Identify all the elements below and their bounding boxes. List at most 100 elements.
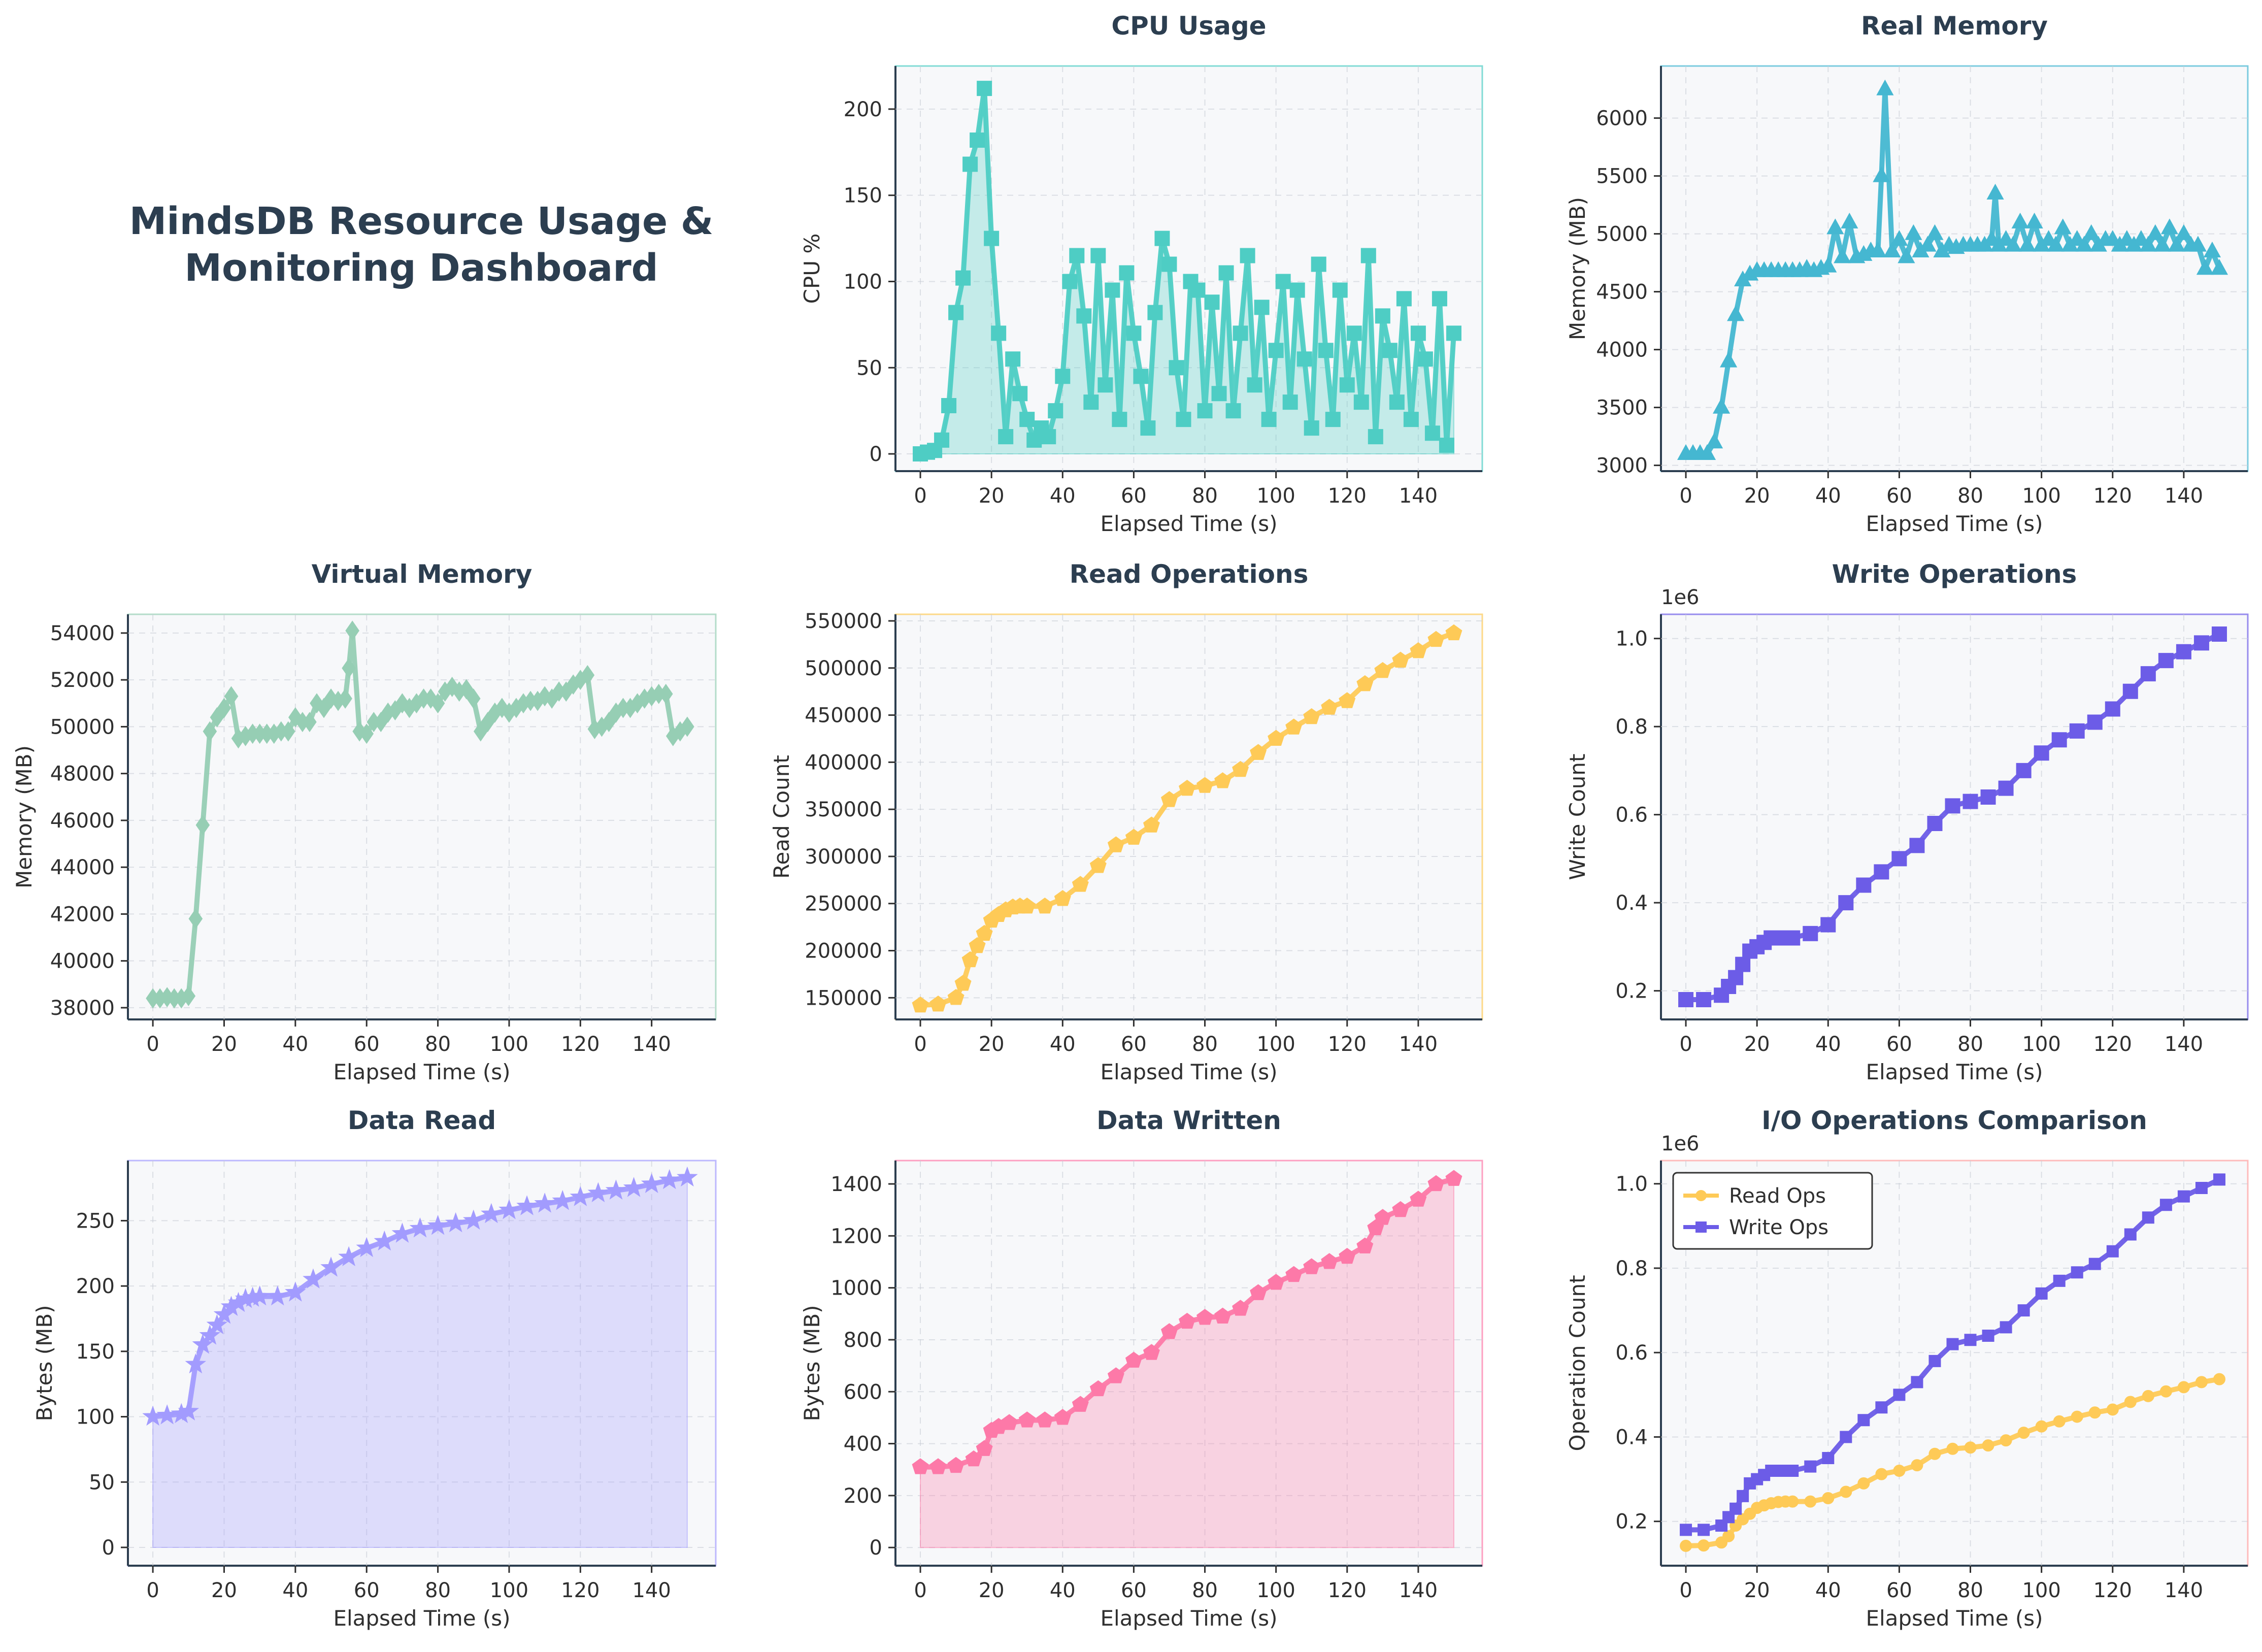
x-tick-label: 120 — [1328, 1579, 1367, 1602]
plot-area — [127, 613, 717, 1020]
x-tick-label: 100 — [1256, 484, 1295, 508]
x-tick-label: 100 — [1256, 1033, 1295, 1056]
data-point — [459, 679, 474, 700]
data-point — [1311, 256, 1326, 272]
data-point — [1427, 631, 1445, 647]
x-tick-label: 60 — [1886, 1033, 1912, 1056]
y-tick-label: 200000 — [805, 940, 882, 963]
x-tick-label: 80 — [1957, 484, 1983, 508]
x-tick-label: 140 — [632, 1033, 671, 1056]
chart-title: Virtual Memory — [312, 559, 533, 589]
data-point — [2175, 224, 2192, 240]
data-point — [1190, 282, 1206, 298]
data-point — [1254, 300, 1270, 315]
dashboard-title: MindsDB Resource Usage & Monitoring Dash… — [71, 198, 772, 291]
data-point — [1875, 1401, 1888, 1414]
y-tick-label: 100 — [76, 1406, 115, 1429]
x-tick-label: 80 — [1192, 1033, 1218, 1056]
x-tick-label: 20 — [1744, 484, 1770, 508]
y-axis-label: Operation Count — [1565, 1275, 1590, 1451]
data-point — [317, 698, 331, 718]
data-point — [1729, 1502, 1742, 1515]
data-point — [213, 1303, 235, 1324]
data-point — [1179, 779, 1195, 796]
dashboard-title-line1: MindsDB Resource Usage & — [129, 200, 714, 243]
series-line — [919, 86, 1456, 456]
y-tick-label: 1.0 — [1615, 1173, 1648, 1196]
grid — [128, 614, 716, 1019]
x-tick-label: 140 — [2165, 1579, 2203, 1602]
data-point — [2195, 1182, 2208, 1195]
y-tick-label: 4500 — [1596, 281, 1648, 304]
data-point — [1303, 1258, 1320, 1274]
chart-virtmem: 0 20 40 60 80 100 120 140 38000 40000 42000 44000 46… — [12, 559, 717, 1084]
data-point — [1928, 1447, 1941, 1460]
series-writeops — [1678, 626, 2227, 1007]
data-point — [2069, 723, 2085, 739]
data-point — [1232, 761, 1249, 777]
x-tick-label: 40 — [282, 1033, 308, 1056]
data-point — [2035, 1287, 2048, 1300]
data-point — [2087, 714, 2103, 730]
x-tick-label: 0 — [146, 1033, 159, 1056]
data-point — [1713, 398, 1731, 414]
data-point — [2088, 1258, 2101, 1270]
x-tick-label: 140 — [2165, 484, 2203, 508]
data-point — [1041, 429, 1056, 445]
data-point — [1197, 403, 1213, 419]
data-point — [445, 1212, 467, 1233]
data-point — [2017, 1427, 2030, 1439]
data-point — [2139, 236, 2157, 252]
data-point — [1820, 917, 1836, 933]
data-point — [1356, 1237, 1374, 1253]
grid — [895, 614, 1482, 1019]
data-point — [1876, 79, 1894, 95]
x-tick-label: 40 — [1815, 484, 1841, 508]
data-point — [1179, 1312, 1195, 1329]
y-tick-label: 38000 — [50, 997, 115, 1020]
data-point — [2051, 732, 2067, 748]
y-tick-label: 100 — [844, 270, 882, 293]
data-point — [391, 1223, 413, 1243]
axis-offset-label: 1e6 — [1661, 1132, 1700, 1155]
x-tick-label: 20 — [1744, 1033, 1770, 1056]
data-point — [1268, 1274, 1285, 1290]
data-point — [2160, 218, 2178, 235]
x-tick-label: 80 — [1192, 484, 1218, 508]
y-tick-label: 350000 — [805, 798, 882, 821]
data-point — [466, 688, 481, 709]
data-point — [1680, 1540, 1692, 1552]
y-tick-label: 0.6 — [1615, 1341, 1648, 1365]
data-point — [1389, 394, 1405, 410]
data-point — [602, 712, 616, 733]
legend-box — [1672, 1172, 1873, 1250]
chart-title: Data Written — [1096, 1106, 1281, 1135]
data-point — [2016, 763, 2032, 778]
data-point — [1054, 1409, 1071, 1425]
data-point — [2034, 745, 2049, 761]
data-point — [948, 305, 964, 320]
data-point — [1076, 308, 1092, 324]
y-axis-label: Write Count — [1565, 754, 1590, 880]
data-point — [1374, 1209, 1391, 1225]
data-point — [1856, 877, 1872, 893]
data-point — [1036, 897, 1053, 914]
data-point — [1803, 926, 1818, 941]
data-point — [374, 712, 388, 733]
data-point — [1873, 166, 1890, 182]
data-point — [1945, 798, 1960, 814]
data-point — [1875, 1468, 1888, 1480]
data-point — [1392, 651, 1409, 668]
x-tick-label: 120 — [1328, 484, 1367, 508]
data-point — [1857, 1414, 1870, 1427]
y-tick-label: 200 — [844, 1484, 882, 1508]
series-readops — [912, 624, 1462, 1013]
data-point — [1261, 412, 1277, 427]
data-point — [1154, 230, 1170, 246]
data-point — [1857, 1477, 1870, 1490]
data-point — [1705, 433, 1723, 449]
y-tick-label: 0.4 — [1615, 1426, 1648, 1449]
data-point — [534, 1193, 555, 1213]
data-point — [2158, 653, 2174, 669]
x-axis-label: Elapsed Time (s) — [333, 1060, 510, 1084]
